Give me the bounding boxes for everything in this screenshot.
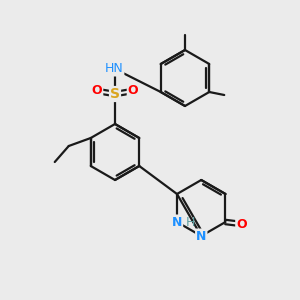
Text: O: O xyxy=(92,85,102,98)
Text: O: O xyxy=(128,85,138,98)
Text: N: N xyxy=(196,230,206,242)
Text: HN: HN xyxy=(105,62,123,76)
Text: N: N xyxy=(172,215,182,229)
Text: H: H xyxy=(186,215,195,229)
Text: O: O xyxy=(236,218,247,230)
Text: S: S xyxy=(110,87,120,101)
